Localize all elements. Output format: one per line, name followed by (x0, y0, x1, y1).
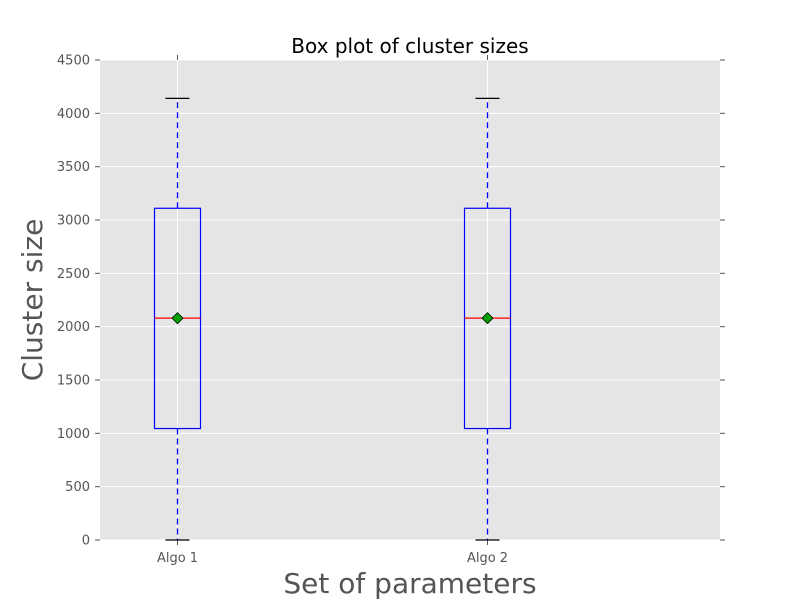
y-tick-label: 4000 (57, 107, 90, 122)
box-2 (463, 97, 512, 541)
y-tick-label: 2500 (57, 267, 90, 282)
y-tick-label: 1000 (57, 427, 90, 442)
y-tick-label: 0 (82, 534, 90, 549)
x-tick-label: Algo 2 (467, 551, 508, 566)
y-tick-label: 500 (65, 480, 90, 495)
x-axis-ticks: Algo 1 Algo 2 (157, 55, 508, 566)
y-axis-label: Cluster size (16, 219, 49, 382)
y-tick-label: 4500 (57, 54, 90, 69)
chart-title: Box plot of cluster sizes (291, 34, 528, 58)
y-tick-label: 3500 (57, 160, 90, 175)
y-tick-label: 2000 (57, 320, 90, 335)
boxes-group (153, 97, 512, 541)
y-tick-label: 1500 (57, 374, 90, 389)
box-1 (153, 97, 202, 541)
plot-area (100, 60, 720, 540)
x-axis-label: Set of parameters (283, 567, 536, 600)
y-tick-label: 3000 (57, 214, 90, 229)
mean-marker (481, 312, 494, 325)
x-tick-label: Algo 1 (157, 551, 198, 566)
mean-marker (171, 312, 184, 325)
grid-lines (100, 59, 720, 541)
y-axis-ticks: 0 500 1000 1500 2000 2500 3000 3500 4000 4500 (57, 54, 725, 549)
